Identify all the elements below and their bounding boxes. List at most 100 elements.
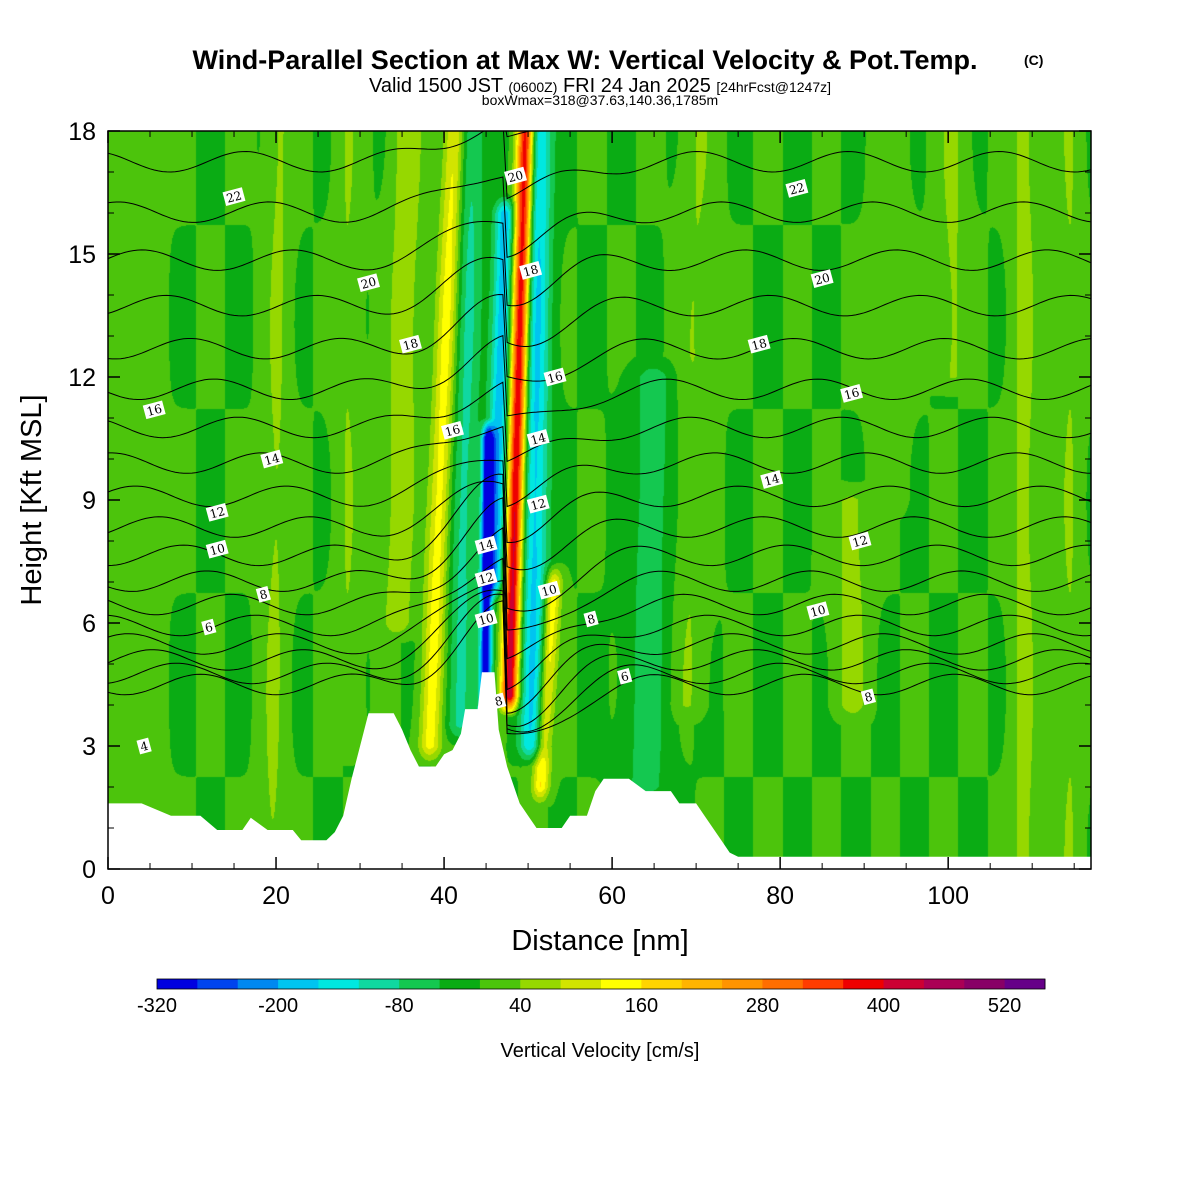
contour-label-text: 8 bbox=[258, 587, 269, 603]
colorbar-swatch bbox=[601, 979, 642, 989]
colorbar-swatch bbox=[399, 979, 441, 989]
theta-contour bbox=[108, 600, 1091, 735]
colorbar-swatch bbox=[681, 979, 723, 989]
theta-contour bbox=[108, 527, 1091, 660]
contour-label-text: 16 bbox=[546, 369, 564, 386]
colorbar-frame bbox=[156, 978, 1046, 990]
contour-label-text: 14 bbox=[477, 537, 496, 555]
contour-label: 14 bbox=[474, 535, 498, 555]
colorbar-tick-label: -80 bbox=[385, 995, 414, 1017]
colorbar-tick-label: -200 bbox=[258, 995, 298, 1017]
y-tick-label: 6 bbox=[82, 610, 96, 638]
contour-label-text: 22 bbox=[225, 188, 243, 205]
colorbar-swatch bbox=[1004, 979, 1046, 989]
contour-labels: 22 20 18 16 14 12 10 8 6 4 16 20 18 16 14 12 14 12 10 10 8 8 6… bbox=[136, 166, 877, 755]
contour-label-text: 10 bbox=[477, 611, 495, 628]
contour-label: 14 bbox=[760, 470, 784, 489]
chart-title-mark: (C) bbox=[1024, 52, 1043, 68]
colorbar-tick-label: 520 bbox=[988, 995, 1021, 1017]
contour-label-box bbox=[260, 449, 284, 469]
x-axis-label: Distance [nm] bbox=[511, 925, 688, 957]
colorbar-swatch bbox=[439, 979, 481, 989]
contour-label-text: 8 bbox=[586, 612, 597, 628]
y-tick-label: 9 bbox=[82, 487, 96, 515]
contour-label: 16 bbox=[441, 420, 464, 440]
chart-title: Wind-Parallel Section at Max W: Vertical… bbox=[193, 45, 978, 75]
contour-label: 12 bbox=[526, 494, 550, 514]
contour-label: 14 bbox=[526, 429, 550, 448]
colorbar: -320 -200 -80 40 160 280 400 520 bbox=[137, 978, 1046, 1017]
contour-label-text: 10 bbox=[809, 602, 827, 619]
contour-label: 16 bbox=[142, 400, 166, 420]
contour-label: 8 bbox=[583, 610, 599, 628]
colorbar-swatch bbox=[883, 979, 925, 989]
contour-label-box bbox=[504, 166, 527, 186]
theta-contour bbox=[108, 497, 1091, 631]
y-tick-label: 0 bbox=[82, 856, 96, 884]
potential-temperature-contours bbox=[108, 131, 1091, 735]
contour-label-text: 6 bbox=[619, 669, 630, 685]
contour-label-text: 20 bbox=[813, 270, 831, 287]
valid-time: Valid 1500 JST bbox=[369, 75, 503, 97]
colorbar-swatch bbox=[237, 979, 279, 989]
colorbar-swatch bbox=[964, 979, 1006, 989]
contour-label-box bbox=[526, 494, 550, 514]
contour-label-text: 12 bbox=[208, 504, 226, 521]
colorbar-tick-label: 160 bbox=[625, 995, 658, 1017]
contour-label-text: 6 bbox=[203, 620, 214, 636]
x-tick-label: 60 bbox=[598, 882, 626, 910]
theta-contour bbox=[108, 557, 1091, 691]
theta-contour bbox=[108, 131, 1091, 200]
contour-label-text: 10 bbox=[208, 541, 226, 558]
contour-label-box bbox=[255, 585, 272, 603]
theta-contour bbox=[108, 589, 1091, 728]
contour-label-box bbox=[583, 610, 599, 628]
contour-label-box bbox=[848, 531, 872, 551]
contour-label-box bbox=[519, 261, 543, 280]
chart-subtitle: Valid 1500 JST (0600Z) FRI 24 Jan 2025 [… bbox=[369, 75, 831, 97]
contour-label-box bbox=[399, 334, 422, 354]
contour-label: 16 bbox=[840, 384, 864, 403]
colorbar-swatch bbox=[520, 979, 562, 989]
contour-label: 20 bbox=[504, 166, 527, 186]
contour-label-box bbox=[785, 179, 809, 198]
contour-label-box bbox=[537, 580, 561, 600]
colorbar-swatch bbox=[479, 979, 521, 989]
colorbar-swatch bbox=[278, 979, 319, 989]
theta-contour bbox=[108, 459, 1091, 544]
colorbar-swatch bbox=[358, 979, 400, 989]
contour-label: 18 bbox=[747, 334, 771, 354]
y-tick-label: 15 bbox=[68, 241, 96, 269]
contour-label: 14 bbox=[260, 449, 284, 469]
colorbar-label: Vertical Velocity [cm/s] bbox=[501, 1040, 700, 1062]
contour-label: 8 bbox=[860, 688, 877, 706]
colorbar-tick-label: 400 bbox=[867, 995, 900, 1017]
utc-time: (0600Z) bbox=[508, 79, 557, 95]
contour-label-text: 18 bbox=[522, 262, 540, 279]
x-tick-label: 40 bbox=[430, 882, 458, 910]
colorbar-swatch bbox=[197, 979, 239, 989]
axis-ticks: 0 20 40 60 80 100 0 3 6 9 12 15 18 bbox=[68, 118, 1091, 910]
x-tick-label: 0 bbox=[101, 882, 115, 910]
contour-label-box bbox=[747, 334, 771, 354]
y-axis-label: Height [Kft MSL] bbox=[16, 394, 48, 605]
theta-contour bbox=[108, 176, 1091, 258]
colorbar-tick-label: 280 bbox=[746, 995, 779, 1017]
contour-label-box bbox=[617, 667, 633, 685]
colorbar-swatch bbox=[843, 979, 885, 989]
contour-label-text: 12 bbox=[477, 570, 495, 587]
contour-label-box bbox=[543, 367, 567, 387]
contour-label: 8 bbox=[255, 585, 272, 603]
contour-label-text: 14 bbox=[263, 451, 282, 469]
theta-contour bbox=[108, 381, 1091, 463]
theta-contour bbox=[108, 473, 1091, 612]
contour-label: 12 bbox=[474, 568, 498, 588]
x-tick-label: 80 bbox=[766, 882, 794, 910]
contour-label-box bbox=[491, 692, 507, 710]
y-tick-label: 3 bbox=[82, 733, 96, 761]
theta-contour bbox=[108, 293, 1091, 382]
contour-label-box bbox=[840, 384, 864, 403]
vertical-velocity-field bbox=[108, 131, 1091, 869]
contour-label: 6 bbox=[617, 667, 633, 685]
